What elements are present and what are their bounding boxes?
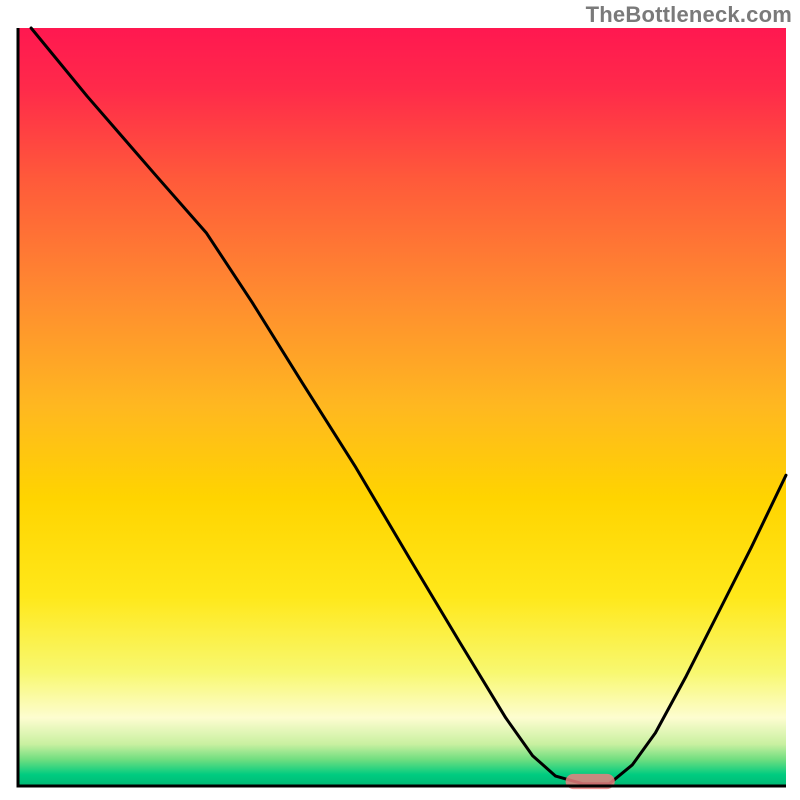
- chart-container: TheBottleneck.com: [0, 0, 800, 800]
- chart-svg: [0, 0, 800, 800]
- gradient-background: [18, 28, 786, 786]
- watermark-text: TheBottleneck.com: [586, 2, 792, 28]
